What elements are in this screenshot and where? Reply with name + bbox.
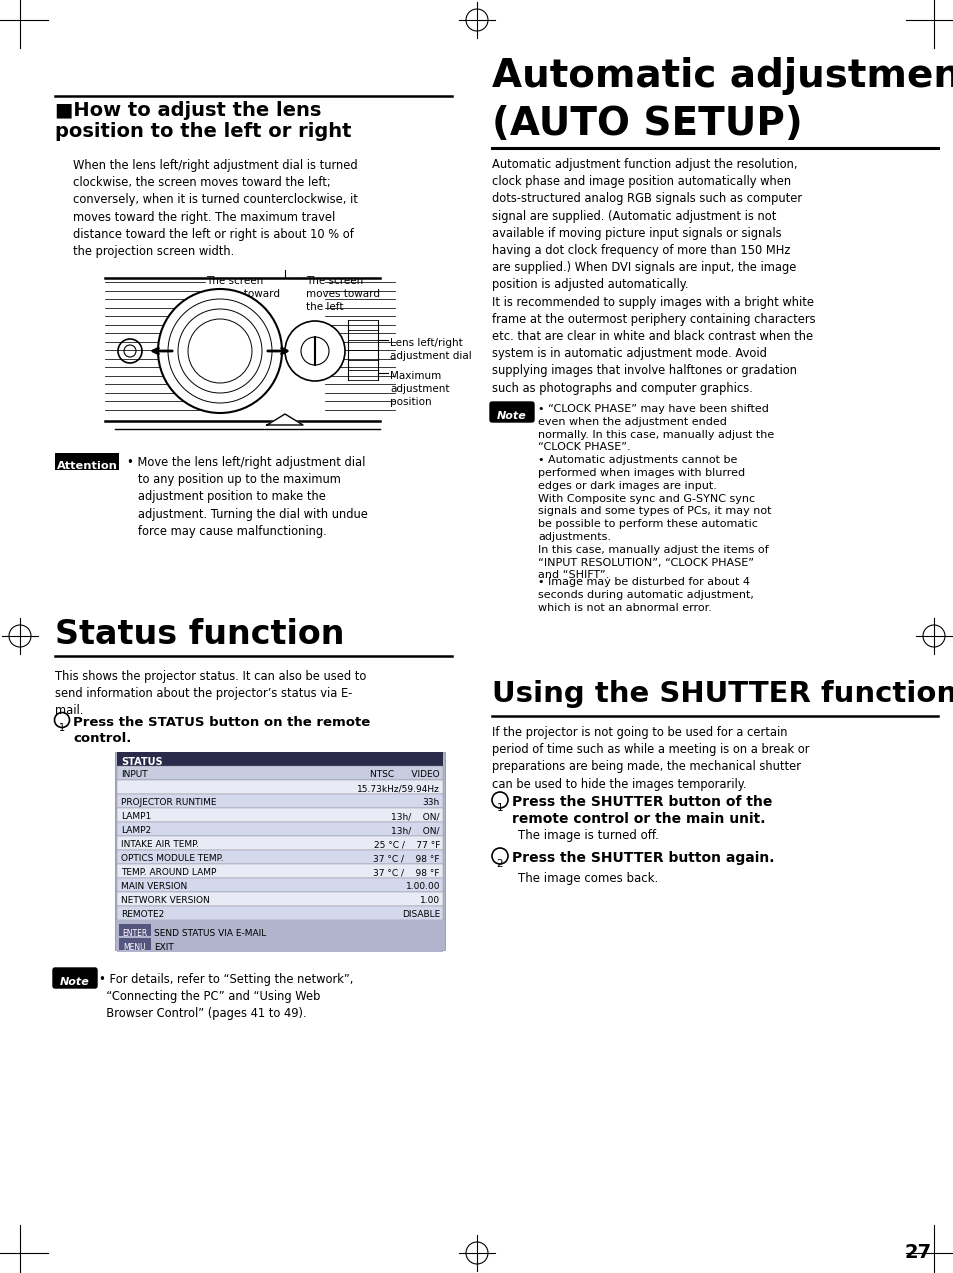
Text: The image comes back.: The image comes back. xyxy=(517,872,658,885)
Bar xyxy=(117,878,442,892)
Text: MENU: MENU xyxy=(124,943,146,952)
Bar xyxy=(117,808,442,822)
FancyBboxPatch shape xyxy=(53,967,97,988)
Polygon shape xyxy=(267,414,303,425)
Text: Automatic adjustment: Automatic adjustment xyxy=(492,57,953,95)
Text: 1.00: 1.00 xyxy=(419,896,439,905)
Text: ■How to adjust the lens: ■How to adjust the lens xyxy=(55,101,321,120)
Text: NTSC      VIDEO: NTSC VIDEO xyxy=(370,770,439,779)
Bar xyxy=(117,906,442,920)
Text: Press the SHUTTER button again.: Press the SHUTTER button again. xyxy=(512,850,774,864)
Bar xyxy=(119,924,151,936)
Text: Lens left/right: Lens left/right xyxy=(390,339,462,348)
Text: (AUTO SETUP): (AUTO SETUP) xyxy=(492,104,801,143)
Text: the left: the left xyxy=(306,302,343,312)
Text: Note: Note xyxy=(60,976,90,987)
Text: 37 °C /    98 °F: 37 °C / 98 °F xyxy=(374,868,439,877)
Text: moves toward: moves toward xyxy=(306,289,379,299)
Text: If the projector is not going to be used for a certain
period of time such as wh: If the projector is not going to be used… xyxy=(492,726,809,791)
Bar xyxy=(117,752,442,766)
Text: Maximum: Maximum xyxy=(390,370,441,381)
Text: The screen: The screen xyxy=(306,276,363,286)
Text: • “CLOCK PHASE” may have been shifted
even when the adjustment ended
normally. I: • “CLOCK PHASE” may have been shifted ev… xyxy=(537,404,774,452)
Text: Press the STATUS button on the remote
control.: Press the STATUS button on the remote co… xyxy=(73,715,370,745)
Text: Automatic adjustment function adjust the resolution,
clock phase and image posit: Automatic adjustment function adjust the… xyxy=(492,158,815,395)
Bar xyxy=(119,938,151,950)
FancyBboxPatch shape xyxy=(490,402,534,423)
Text: PROJECTOR RUNTIME: PROJECTOR RUNTIME xyxy=(121,798,216,807)
Text: Note: Note xyxy=(497,411,526,421)
Text: MAIN VERSION: MAIN VERSION xyxy=(121,882,187,891)
Text: • For details, refer to “Setting the network”,
  “Connecting the PC” and “Using : • For details, refer to “Setting the net… xyxy=(99,973,353,1020)
Text: SEND STATUS VIA E-MAIL: SEND STATUS VIA E-MAIL xyxy=(153,929,266,938)
Bar xyxy=(117,920,442,952)
Text: Press the SHUTTER button of the
remote control or the main unit.: Press the SHUTTER button of the remote c… xyxy=(512,796,772,826)
Bar xyxy=(115,752,444,950)
Text: The image is turned off.: The image is turned off. xyxy=(517,829,659,841)
Text: 27: 27 xyxy=(903,1242,930,1262)
Bar xyxy=(117,850,442,864)
Text: • Automatic adjustments cannot be
performed when images with blurred
edges or da: • Automatic adjustments cannot be perfor… xyxy=(537,456,771,580)
Text: 25 °C /    77 °F: 25 °C / 77 °F xyxy=(374,840,439,849)
Text: adjustment dial: adjustment dial xyxy=(390,351,471,362)
Text: • Image may be disturbed for about 4
seconds during automatic adjustment,
which : • Image may be disturbed for about 4 sec… xyxy=(537,577,753,612)
Text: 1: 1 xyxy=(59,723,65,733)
Text: OPTICS MODULE TEMP.: OPTICS MODULE TEMP. xyxy=(121,854,223,863)
Bar xyxy=(117,794,442,808)
Text: position: position xyxy=(390,397,431,407)
Text: This shows the projector status. It can also be used to
send information about t: This shows the projector status. It can … xyxy=(55,670,366,718)
Circle shape xyxy=(285,321,345,381)
Text: the right: the right xyxy=(183,302,229,312)
Text: 13h/    ON/: 13h/ ON/ xyxy=(391,812,439,821)
Text: ENTER: ENTER xyxy=(122,929,148,938)
Text: INTAKE AIR TEMP.: INTAKE AIR TEMP. xyxy=(121,840,199,849)
Text: When the lens left/right adjustment dial is turned
clockwise, the screen moves t: When the lens left/right adjustment dial… xyxy=(73,159,357,258)
Text: NETWORK VERSION: NETWORK VERSION xyxy=(121,896,210,905)
Bar xyxy=(117,780,442,794)
Text: The screen: The screen xyxy=(206,276,263,286)
Text: INPUT: INPUT xyxy=(121,770,148,779)
Text: TEMP. AROUND LAMP: TEMP. AROUND LAMP xyxy=(121,868,216,877)
Text: position to the left or right: position to the left or right xyxy=(55,122,351,141)
Bar xyxy=(117,892,442,906)
Text: 1.00.00: 1.00.00 xyxy=(405,882,439,891)
Text: Status function: Status function xyxy=(55,617,344,651)
Circle shape xyxy=(158,289,282,412)
Text: Attention: Attention xyxy=(56,461,117,471)
Text: REMOTE2: REMOTE2 xyxy=(121,910,164,919)
Text: 2: 2 xyxy=(497,859,503,869)
Bar xyxy=(117,766,442,780)
Text: Using the SHUTTER function: Using the SHUTTER function xyxy=(492,680,953,708)
Text: DISABLE: DISABLE xyxy=(401,910,439,919)
Bar xyxy=(117,836,442,850)
Bar xyxy=(55,453,119,470)
Text: 13h/    ON/: 13h/ ON/ xyxy=(391,826,439,835)
Text: moves toward: moves toward xyxy=(206,289,280,299)
Text: LAMP2: LAMP2 xyxy=(121,826,151,835)
Text: 1: 1 xyxy=(497,803,503,813)
Bar xyxy=(117,822,442,836)
Text: EXIT: EXIT xyxy=(153,943,173,952)
Text: LAMP1: LAMP1 xyxy=(121,812,152,821)
Text: 15.73kHz/59.94Hz: 15.73kHz/59.94Hz xyxy=(356,784,439,793)
Text: STATUS: STATUS xyxy=(121,757,162,768)
Text: adjustment: adjustment xyxy=(390,384,449,395)
Text: • Move the lens left/right adjustment dial
   to any position up to the maximum
: • Move the lens left/right adjustment di… xyxy=(127,456,368,537)
Text: 37 °C /    98 °F: 37 °C / 98 °F xyxy=(374,854,439,863)
Text: 33h: 33h xyxy=(422,798,439,807)
Bar xyxy=(117,864,442,878)
